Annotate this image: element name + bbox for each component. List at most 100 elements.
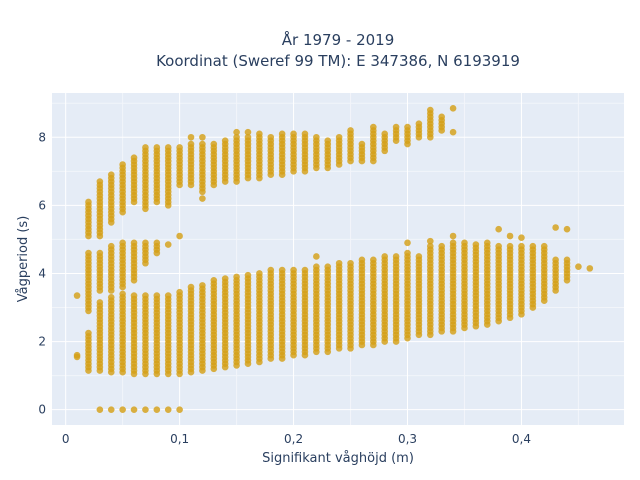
data-point xyxy=(107,242,115,250)
data-point xyxy=(130,406,138,413)
data-point xyxy=(153,406,161,413)
data-point xyxy=(164,406,172,413)
data-point xyxy=(153,144,161,151)
data-point xyxy=(267,266,275,274)
data-point xyxy=(358,256,366,264)
data-point xyxy=(142,144,149,151)
data-point xyxy=(506,232,514,240)
data-point xyxy=(210,276,218,284)
data-point xyxy=(199,140,206,148)
x-axis-label: Signifikant våghöjd (m) xyxy=(262,451,414,466)
data-point xyxy=(256,270,263,277)
data-point xyxy=(187,283,195,291)
data-point xyxy=(438,113,445,121)
data-point xyxy=(96,178,104,185)
y-tick-label: 8 xyxy=(38,130,46,144)
data-point xyxy=(552,224,559,231)
data-point xyxy=(347,127,354,134)
data-points xyxy=(73,105,594,413)
data-point xyxy=(518,234,525,242)
x-tick-label: 0,1 xyxy=(170,432,189,446)
chart-title-line-1: År 1979 - 2019 xyxy=(282,30,395,49)
data-point xyxy=(415,120,423,127)
data-point xyxy=(199,195,206,202)
data-point xyxy=(335,259,343,267)
y-axis-label: Vågperiod (s) xyxy=(16,216,31,303)
data-point xyxy=(176,288,183,296)
data-point xyxy=(221,275,229,282)
data-point xyxy=(324,263,332,270)
data-point xyxy=(142,406,149,413)
data-point xyxy=(381,130,389,138)
data-point xyxy=(199,282,206,289)
y-tick-label: 2 xyxy=(38,335,46,349)
data-point xyxy=(107,294,115,301)
data-point xyxy=(142,292,149,299)
data-point xyxy=(358,140,366,148)
data-point xyxy=(575,263,582,270)
data-point xyxy=(130,154,138,161)
x-axis-ticks: 0 0,1 0,2 0,3 0,4 xyxy=(62,432,531,446)
data-point xyxy=(370,256,377,264)
data-point xyxy=(85,249,92,257)
data-point xyxy=(119,406,126,413)
data-point xyxy=(461,239,468,247)
data-point xyxy=(164,241,172,248)
data-point xyxy=(130,292,138,299)
data-point xyxy=(404,123,411,131)
x-tick-label: 0,3 xyxy=(398,432,417,446)
data-point xyxy=(415,253,423,260)
data-point xyxy=(313,253,320,260)
data-point xyxy=(221,137,229,144)
data-point xyxy=(449,232,457,240)
chart-title-line-2: Koordinat (Sweref 99 TM): E 347386, N 61… xyxy=(156,52,520,70)
data-point xyxy=(290,266,297,274)
data-point xyxy=(472,241,480,248)
data-point xyxy=(381,253,389,260)
data-point xyxy=(73,292,81,299)
data-point xyxy=(267,133,275,141)
data-point xyxy=(119,239,126,247)
data-point xyxy=(176,406,183,413)
data-point xyxy=(107,171,115,179)
data-point xyxy=(176,144,183,151)
data-point xyxy=(96,299,104,306)
data-point xyxy=(290,130,297,138)
data-point xyxy=(256,130,263,138)
data-point xyxy=(164,292,172,299)
data-point xyxy=(244,128,252,136)
y-axis-ticks: 0 2 4 6 8 xyxy=(38,130,46,416)
data-point xyxy=(142,239,149,247)
y-tick-label: 4 xyxy=(38,266,46,280)
data-point xyxy=(176,232,183,240)
y-tick-label: 6 xyxy=(38,198,46,212)
data-point xyxy=(244,271,252,279)
data-point xyxy=(495,242,502,250)
data-point xyxy=(244,133,252,141)
data-point xyxy=(73,351,81,359)
data-point xyxy=(449,128,457,136)
data-point xyxy=(164,144,172,151)
data-point xyxy=(563,225,571,233)
data-point xyxy=(96,406,104,413)
data-point xyxy=(233,128,240,136)
data-point xyxy=(130,239,138,247)
data-point xyxy=(313,263,320,270)
data-point xyxy=(426,106,434,114)
data-point xyxy=(278,266,286,274)
data-point xyxy=(404,249,411,257)
data-point xyxy=(483,239,491,247)
data-point xyxy=(119,290,126,298)
data-point xyxy=(586,265,594,272)
x-tick-label: 0,2 xyxy=(284,432,303,446)
data-point xyxy=(153,292,161,299)
data-point xyxy=(404,239,411,247)
x-tick-label: 0 xyxy=(62,432,70,446)
data-point xyxy=(85,198,92,206)
data-point xyxy=(313,133,320,141)
data-point xyxy=(518,242,525,250)
data-point xyxy=(119,161,126,168)
data-point xyxy=(449,239,457,247)
data-point xyxy=(153,239,161,247)
